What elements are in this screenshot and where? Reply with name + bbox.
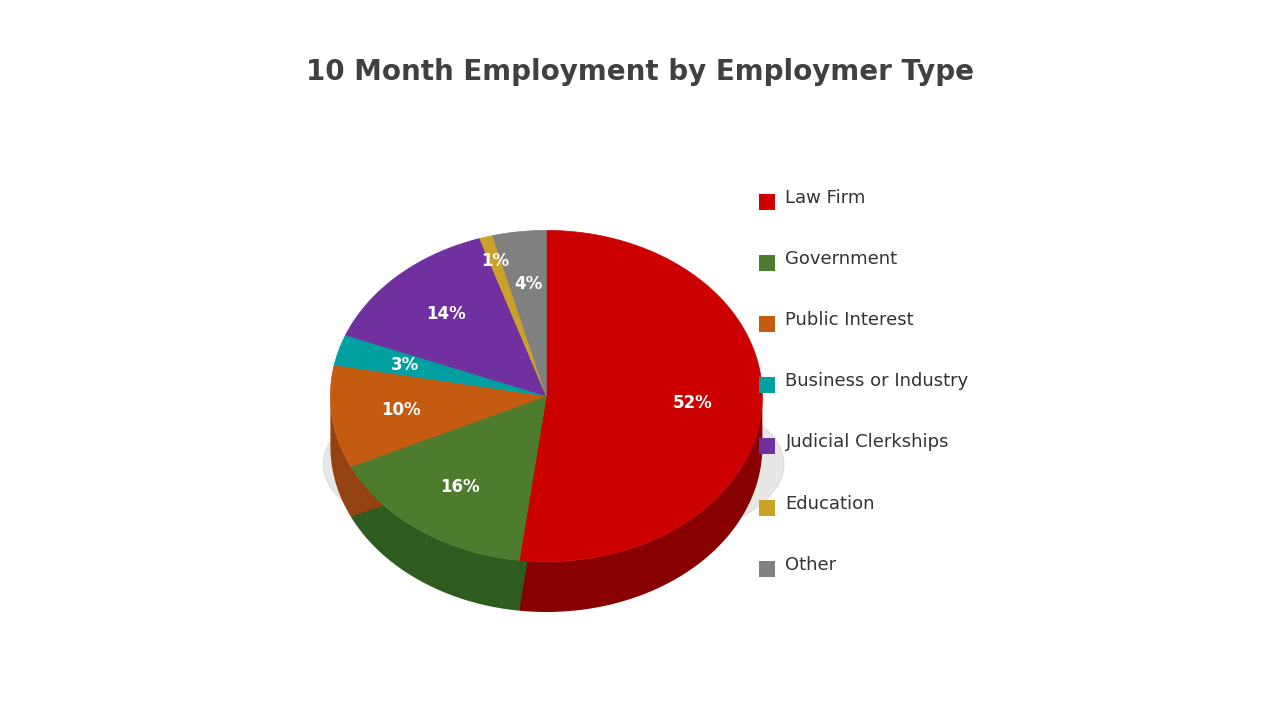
- Polygon shape: [351, 467, 520, 611]
- Polygon shape: [330, 365, 547, 467]
- Polygon shape: [351, 396, 547, 517]
- FancyBboxPatch shape: [759, 377, 774, 393]
- Text: 10%: 10%: [381, 401, 421, 419]
- FancyBboxPatch shape: [759, 500, 774, 516]
- Text: 10 Month Employment by Employmer Type: 10 Month Employment by Employmer Type: [306, 58, 974, 86]
- Text: Business or Industry: Business or Industry: [786, 372, 969, 390]
- FancyBboxPatch shape: [759, 194, 774, 210]
- Polygon shape: [520, 396, 547, 611]
- Text: 3%: 3%: [392, 356, 420, 374]
- Text: Government: Government: [786, 250, 897, 268]
- FancyBboxPatch shape: [759, 255, 774, 271]
- FancyBboxPatch shape: [759, 316, 774, 332]
- FancyBboxPatch shape: [759, 438, 774, 454]
- Polygon shape: [520, 398, 763, 612]
- Ellipse shape: [324, 373, 783, 556]
- Text: 16%: 16%: [440, 478, 480, 496]
- Polygon shape: [480, 235, 547, 396]
- Polygon shape: [520, 396, 547, 611]
- Text: Judicial Clerkships: Judicial Clerkships: [786, 433, 948, 451]
- Polygon shape: [351, 396, 547, 517]
- Polygon shape: [351, 396, 547, 560]
- Text: Public Interest: Public Interest: [786, 311, 914, 329]
- Text: 1%: 1%: [481, 252, 509, 270]
- Text: 14%: 14%: [426, 305, 466, 323]
- Polygon shape: [493, 230, 547, 396]
- Polygon shape: [520, 230, 763, 562]
- Polygon shape: [346, 238, 547, 396]
- Polygon shape: [330, 396, 351, 517]
- Polygon shape: [334, 335, 547, 396]
- Text: 52%: 52%: [673, 394, 713, 412]
- Text: 4%: 4%: [513, 275, 543, 293]
- Text: Other: Other: [786, 556, 837, 574]
- Text: Law Firm: Law Firm: [786, 189, 865, 207]
- FancyBboxPatch shape: [759, 561, 774, 577]
- Text: Education: Education: [786, 495, 876, 513]
